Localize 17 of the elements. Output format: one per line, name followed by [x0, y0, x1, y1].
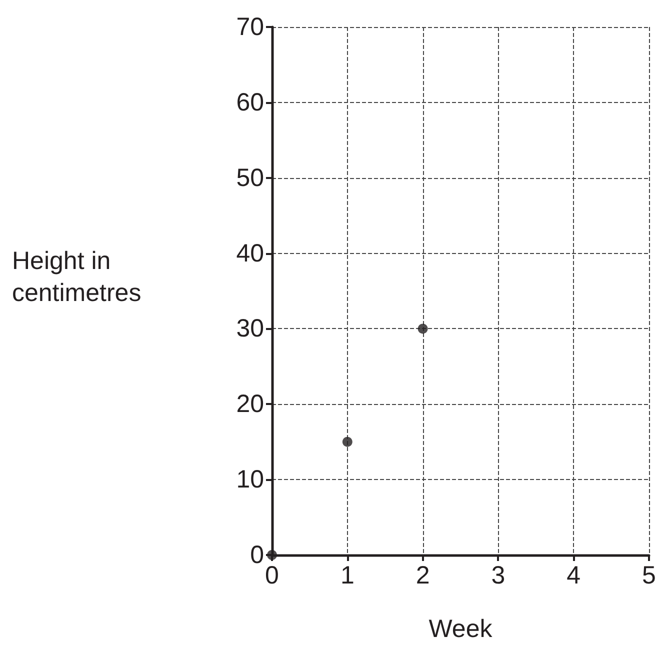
point [342, 436, 352, 447]
y-axis-title: Height in centimetres [12, 247, 142, 307]
y-tick-label: 40 [236, 239, 264, 268]
x-tick-label: 1 [340, 562, 354, 590]
x-tick-label: 5 [642, 562, 656, 590]
x-tick-label: 2 [416, 562, 430, 590]
point [418, 324, 428, 334]
x-axis-title: Week [428, 615, 493, 643]
y-tick-label: 0 [250, 541, 264, 569]
y-tick-label: 30 [236, 314, 264, 343]
x-tick-label: 4 [566, 562, 581, 590]
y-tick-label: 20 [236, 390, 264, 418]
y-tick-label: 60 [236, 88, 264, 116]
y-tick-label: 10 [236, 466, 264, 494]
y-tick-label: 70 [236, 13, 264, 41]
x-tick-label: 3 [491, 562, 506, 590]
y-tick-label: 50 [236, 164, 264, 192]
